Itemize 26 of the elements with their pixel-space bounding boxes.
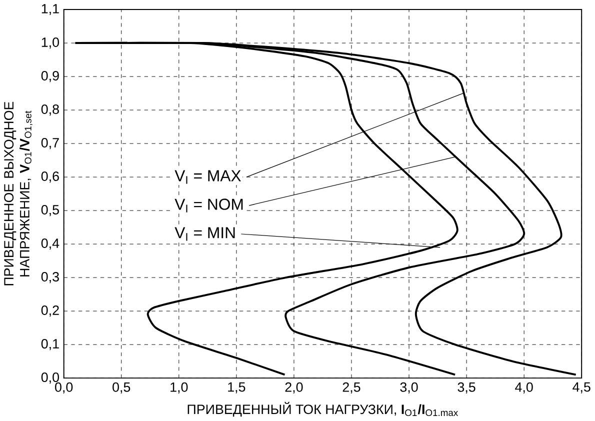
annotation: V$_{I}$ = NOM [174,198,243,213]
x-tick-label: 0,0 [55,382,73,394]
y-tick-label: 0,6 [41,172,59,183]
y-tick-label: 0,2 [41,306,59,317]
y-tick-label: 0,0 [41,372,59,384]
x-tick-label: 0,5 [112,382,130,394]
y-tick-label: 0,8 [41,104,59,116]
x-tick-label: 1,5 [228,382,246,394]
x-axis-title: ПРИВЕДЕННЫЙ ТОК НАГРУЗКИ, I$_{O1}$/I$_{O1.max}$ [188,402,458,417]
y-tick-label: 0,4 [41,238,60,250]
x-tick-label: 1,0 [170,382,188,394]
x-tick-label: 2,0 [285,382,303,394]
y-tick-label: 0,3 [41,272,59,284]
y-tick-label: 0,7 [41,138,59,150]
x-tick-label: 3,0 [400,382,418,394]
annotation: V$_{I}$ = MAX [174,170,241,184]
x-tick-label: 4,5 [572,382,590,394]
x-tick-label: 2,5 [342,382,360,394]
y-tick-label: 0,1 [41,339,59,350]
y-tick-label: 0,5 [41,205,59,216]
y-tick-label: 0,9 [41,71,59,82]
x-tick-label: 3,5 [458,382,476,394]
annotation: V$_{I}$ = MIN [174,227,235,241]
x-tick-label: 4,0 [515,382,533,394]
y-tick-label: 1,0 [42,38,59,49]
y-tick-label: 1,1 [42,4,59,16]
